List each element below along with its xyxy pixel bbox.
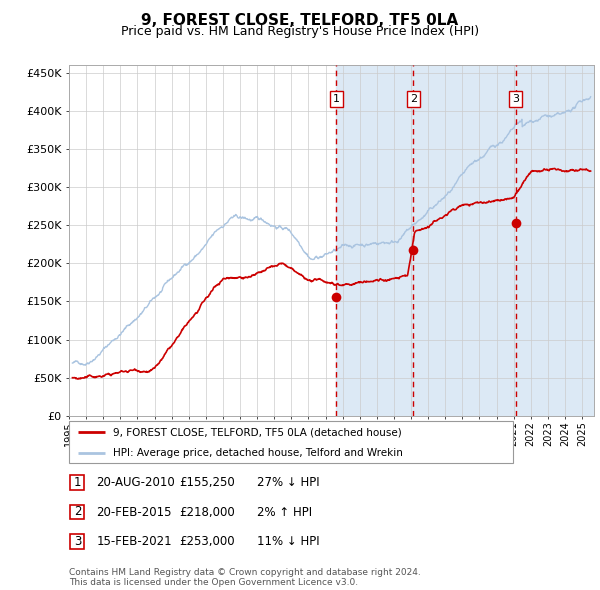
Text: 1: 1 (333, 94, 340, 104)
Bar (70, 535, 85, 549)
FancyBboxPatch shape (69, 421, 513, 463)
Text: 1: 1 (74, 476, 81, 489)
Text: £218,000: £218,000 (179, 506, 235, 519)
Text: 9, FOREST CLOSE, TELFORD, TF5 0LA (detached house): 9, FOREST CLOSE, TELFORD, TF5 0LA (detac… (113, 427, 402, 437)
Text: HPI: Average price, detached house, Telford and Wrekin: HPI: Average price, detached house, Telf… (113, 448, 403, 457)
Text: 20-AUG-2010: 20-AUG-2010 (97, 476, 175, 489)
Text: 2: 2 (74, 506, 81, 519)
Text: Price paid vs. HM Land Registry's House Price Index (HPI): Price paid vs. HM Land Registry's House … (121, 25, 479, 38)
Text: 15-FEB-2021: 15-FEB-2021 (97, 535, 172, 548)
Bar (70, 505, 85, 519)
Text: 2: 2 (410, 94, 417, 104)
Text: 9, FOREST CLOSE, TELFORD, TF5 0LA: 9, FOREST CLOSE, TELFORD, TF5 0LA (142, 13, 458, 28)
Text: £155,250: £155,250 (179, 476, 235, 489)
Text: 11% ↓ HPI: 11% ↓ HPI (257, 535, 319, 548)
Bar (337, 65, 594, 416)
Text: 27% ↓ HPI: 27% ↓ HPI (257, 476, 319, 489)
Text: £253,000: £253,000 (179, 535, 235, 548)
Text: 20-FEB-2015: 20-FEB-2015 (97, 506, 172, 519)
Text: Contains HM Land Registry data © Crown copyright and database right 2024.
This d: Contains HM Land Registry data © Crown c… (69, 568, 421, 587)
Text: 3: 3 (74, 535, 81, 548)
Bar (70, 476, 85, 490)
Text: 2% ↑ HPI: 2% ↑ HPI (257, 506, 312, 519)
Text: 3: 3 (512, 94, 519, 104)
